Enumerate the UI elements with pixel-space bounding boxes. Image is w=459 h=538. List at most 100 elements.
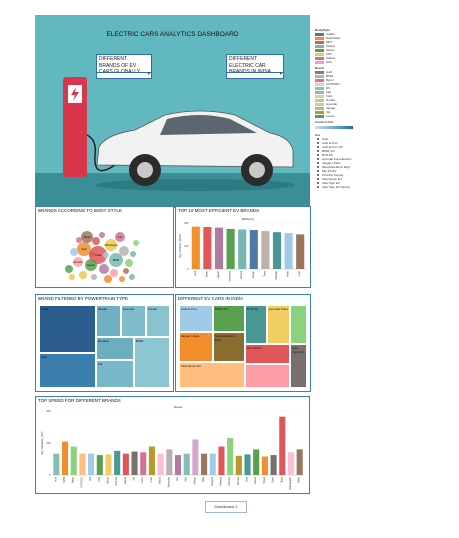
global-brands-dropdown[interactable]: ▾: [96, 71, 152, 79]
bar[interactable]: [279, 416, 286, 475]
bar[interactable]: [157, 453, 164, 475]
legend-item[interactable]: Audi E-Tron GT: [315, 145, 359, 149]
legend-item[interactable]: CITROEN: [315, 82, 359, 86]
bar[interactable]: [272, 232, 282, 269]
treemap-tile[interactable]: Kia: [96, 360, 134, 388]
bubble[interactable]: [104, 275, 112, 283]
bar[interactable]: [227, 438, 234, 475]
legend-item[interactable]: BYD E6: [315, 153, 359, 157]
bubble[interactable]: [92, 237, 100, 245]
legend-item[interactable]: SUV: [315, 60, 359, 64]
bar[interactable]: [131, 451, 138, 475]
bubble[interactable]: [125, 259, 133, 267]
treemap-tile[interactable]: Nissan: [146, 305, 170, 337]
bar[interactable]: [191, 226, 200, 269]
bar[interactable]: [183, 453, 190, 475]
legend-item[interactable]: Audi E-Tron: [315, 141, 359, 145]
treemap-tile[interactable]: Renault: [96, 337, 134, 360]
treemap-tile[interactable]: [290, 305, 307, 344]
bubble[interactable]: [123, 268, 129, 274]
bubble[interactable]: [110, 269, 118, 277]
bar[interactable]: [218, 446, 225, 475]
bar[interactable]: [174, 455, 182, 475]
bubble[interactable]: [89, 251, 95, 257]
bar[interactable]: [148, 446, 155, 475]
bubble[interactable]: [91, 274, 97, 280]
bubble[interactable]: [69, 274, 75, 280]
bubble[interactable]: [105, 239, 117, 251]
bar[interactable]: [287, 452, 295, 475]
treemap-tile[interactable]: Skoda: [96, 305, 121, 337]
legend-item[interactable]: Porsche Taycan: [315, 173, 359, 177]
treemap-tile[interactable]: BMW iX3: [213, 305, 245, 332]
bar[interactable]: [122, 453, 129, 475]
legend-item[interactable]: Audi: [315, 70, 359, 74]
bubble[interactable]: [89, 246, 107, 264]
bubble[interactable]: [115, 232, 125, 242]
bubble[interactable]: [76, 237, 82, 243]
legend-item[interactable]: Fiat: [315, 90, 359, 94]
legend-item[interactable]: Hyundai: [315, 102, 359, 106]
legend-item[interactable]: Hyundai Kona Electric: [315, 157, 359, 161]
legend-item[interactable]: Jaguar I-Pace: [315, 161, 359, 165]
bubble[interactable]: [99, 232, 105, 238]
bar[interactable]: [203, 227, 212, 269]
bubble[interactable]: [99, 264, 109, 274]
treemap-tile[interactable]: Tesla: [39, 305, 96, 353]
bubble[interactable]: [70, 248, 78, 256]
bubble[interactable]: [109, 253, 123, 267]
bubble[interactable]: [130, 251, 136, 257]
legend-item[interactable]: DS: [315, 86, 359, 90]
bar[interactable]: [270, 455, 277, 475]
bubble[interactable]: [119, 246, 129, 256]
bar[interactable]: [284, 233, 293, 269]
bubble[interactable]: [77, 242, 91, 256]
bar[interactable]: [261, 456, 268, 475]
legend-item[interactable]: Honda: [315, 98, 359, 102]
treemap-tile[interactable]: BYD E6: [245, 305, 267, 344]
bar[interactable]: [214, 227, 224, 269]
bar[interactable]: [253, 449, 260, 475]
bubble[interactable]: [119, 276, 125, 282]
legend-item[interactable]: Byton: [315, 78, 359, 82]
legend-item[interactable]: SPV: [315, 52, 359, 56]
treemap-tile[interactable]: Hyundai: [121, 305, 146, 337]
bubble[interactable]: [129, 274, 135, 280]
bar[interactable]: [261, 231, 270, 269]
bar[interactable]: [238, 229, 247, 269]
bubble[interactable]: [79, 271, 87, 279]
treemap-tile[interactable]: Tata Tigor EV: [290, 344, 307, 388]
bar[interactable]: [79, 453, 86, 475]
treemap-tile[interactable]: Jaguar I-Pace: [179, 332, 213, 362]
treemap-tile[interactable]: BMW: [134, 337, 170, 388]
bar[interactable]: [244, 454, 251, 475]
legend-item[interactable]: MG ZS EV: [315, 169, 359, 173]
india-brands-dropdown[interactable]: ▾: [226, 71, 284, 79]
range-slider[interactable]: [315, 126, 353, 129]
treemap-tile[interactable]: Hyundai Kona: [267, 305, 290, 344]
bubble[interactable]: [73, 257, 83, 267]
legend-item[interactable]: Lexus: [315, 114, 359, 118]
legend-item[interactable]: Ford: [315, 94, 359, 98]
bar[interactable]: [105, 454, 112, 475]
bar[interactable]: [53, 453, 60, 475]
legend-item[interactable]: Tata Tigor EV Ziptron: [315, 185, 359, 189]
bar[interactable]: [235, 455, 242, 475]
legend-item[interactable]: Pickup: [315, 44, 359, 48]
treemap-tile[interactable]: MG ZS EV: [245, 344, 290, 364]
bar[interactable]: [226, 228, 235, 269]
legend-item[interactable]: BMW: [315, 74, 359, 78]
legend-item[interactable]: Tata Nexon EV: [315, 177, 359, 181]
bubble[interactable]: [65, 265, 73, 273]
treemap-tile[interactable]: Audi: [39, 353, 96, 388]
legend-item[interactable]: Sedan: [315, 48, 359, 52]
legend-item[interactable]: Kia: [315, 110, 359, 114]
bar[interactable]: [61, 441, 69, 475]
legend-item[interactable]: Hatchback: [315, 36, 359, 40]
bar[interactable]: [201, 453, 208, 475]
bar[interactable]: [192, 439, 199, 475]
bar[interactable]: [249, 229, 258, 269]
bubble[interactable]: [81, 231, 93, 243]
legend-item[interactable]: Mercedes-Benz EQC: [315, 165, 359, 169]
sheet-tab-dashboard-2[interactable]: Dashboard 2: [205, 501, 247, 513]
